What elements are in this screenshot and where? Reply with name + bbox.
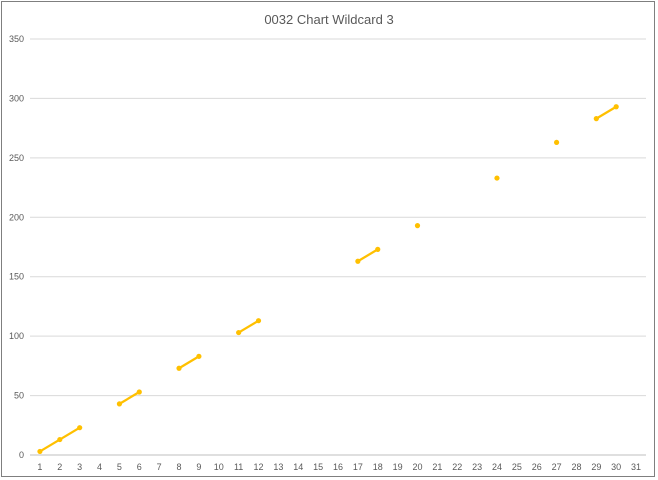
series-line-segment	[38, 438, 61, 453]
x-tick-label: 19	[393, 462, 403, 472]
data-point	[116, 401, 123, 407]
x-tick-label: 31	[631, 462, 641, 472]
data-point	[236, 329, 242, 336]
data-point	[196, 353, 202, 359]
x-tick-label: 7	[157, 462, 162, 472]
x-tick-label: 17	[353, 462, 363, 472]
y-tick-label: 150	[9, 272, 24, 282]
x-axis-tick-labels: 1 2 3 4 5 6 7 8 9 10 11 12 13 14 15 16 17 18 19 20 21 22 23 24 2…	[37, 462, 641, 472]
x-tick-label: 26	[532, 462, 542, 472]
data-point	[355, 258, 361, 264]
x-tick-label: 10	[214, 462, 224, 472]
x-tick-label: 4	[97, 462, 102, 472]
y-tick-label: 100	[9, 331, 24, 341]
x-tick-label: 8	[177, 462, 182, 472]
chart-title: 0032 Chart Wildcard 3	[264, 12, 393, 27]
x-tick-label: 27	[552, 462, 562, 472]
data-point	[77, 425, 83, 431]
data-point	[553, 139, 560, 146]
series-line-segment	[237, 319, 260, 334]
x-tick-label: 14	[293, 462, 303, 472]
x-tick-label: 29	[591, 462, 601, 472]
data-point	[255, 318, 262, 324]
data-point	[57, 436, 63, 443]
y-tick-label: 0	[19, 450, 24, 460]
series-line-segment	[595, 105, 618, 120]
series-line-segment	[118, 390, 141, 406]
data-point	[37, 448, 43, 455]
data-point	[176, 365, 182, 371]
x-tick-label: 11	[234, 462, 243, 472]
y-tick-label: 50	[14, 391, 24, 401]
x-tick-label: 12	[254, 462, 264, 472]
x-tick-label: 20	[412, 462, 422, 472]
x-tick-label: 30	[611, 462, 621, 472]
x-tick-label: 2	[57, 462, 62, 472]
x-tick-label: 15	[313, 462, 323, 472]
y-tick-label: 250	[9, 153, 24, 163]
x-tick-label: 9	[196, 462, 201, 472]
x-tick-label: 5	[117, 462, 122, 472]
x-tick-label: 23	[472, 462, 482, 472]
data-point	[593, 116, 599, 122]
data-point	[414, 223, 421, 229]
y-axis-tick-labels: 0 50 100 150 200 250 300 350	[9, 34, 24, 460]
gridlines	[30, 38, 646, 456]
data-point	[613, 104, 619, 110]
x-tick-label: 3	[77, 462, 82, 472]
data-point	[494, 175, 500, 181]
x-tick-label: 18	[373, 462, 383, 472]
x-tick-label: 22	[452, 462, 462, 472]
series-line-segment	[356, 248, 379, 263]
series-points	[37, 104, 619, 455]
data-point	[375, 246, 381, 252]
x-tick-label: 16	[333, 462, 343, 472]
x-tick-label: 24	[492, 462, 502, 472]
x-tick-label: 25	[512, 462, 522, 472]
y-tick-label: 200	[9, 212, 24, 222]
x-tick-label: 28	[571, 462, 581, 472]
x-tick-label: 13	[273, 462, 283, 472]
x-tick-label: 6	[137, 462, 142, 472]
data-point	[136, 389, 142, 395]
series-lines	[38, 105, 618, 453]
y-tick-label: 350	[9, 34, 24, 44]
y-tick-label: 300	[9, 93, 24, 103]
series-line-segment	[58, 426, 81, 441]
series-line-segment	[177, 355, 201, 370]
x-tick-label: 21	[432, 462, 442, 472]
x-tick-label: 1	[37, 462, 42, 472]
